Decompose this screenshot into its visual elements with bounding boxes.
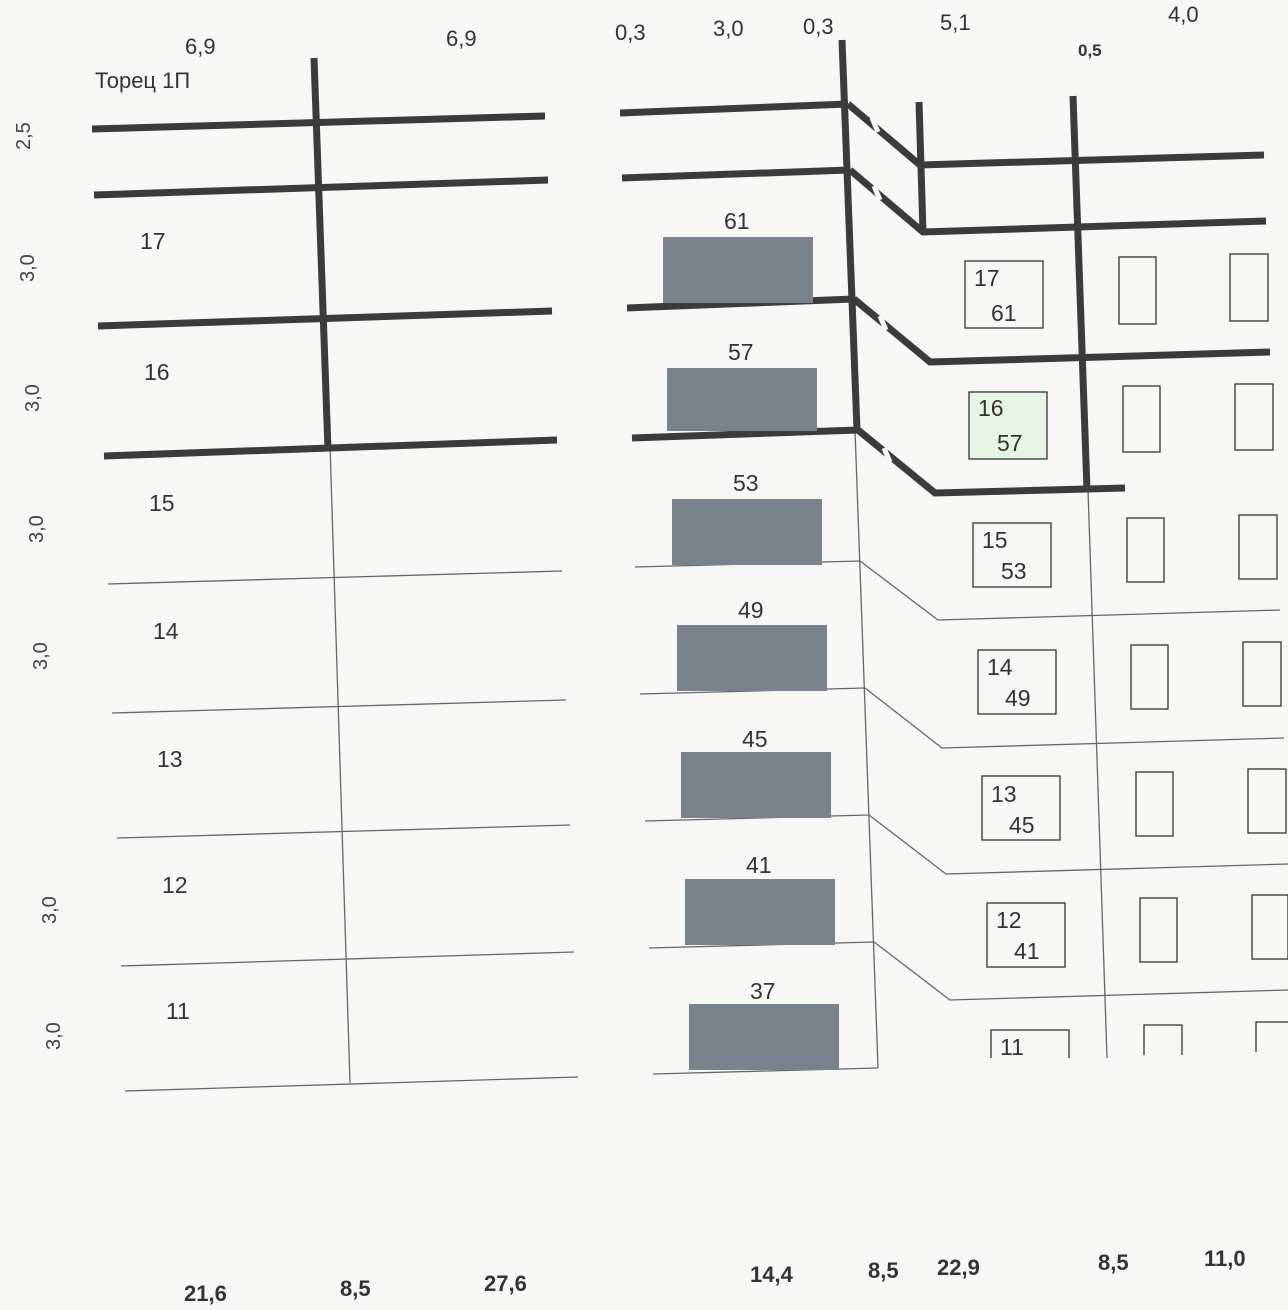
window-flat: 45 [1009,812,1035,838]
bottom-dim: 27,6 [484,1271,527,1296]
floor-number: 11 [166,998,190,1024]
window-box [986,902,1066,968]
floor-height: 3,0 [39,896,61,924]
window-floor: 13 [991,781,1017,807]
floor-number: 14 [153,618,179,644]
flat-number: 45 [742,726,768,752]
floor-number: 12 [162,872,188,898]
flat-block [663,237,813,303]
bottom-dim: 21,6 [184,1281,227,1306]
flat-number: 53 [733,470,759,496]
window-box [990,1029,1070,1058]
flat-block [672,499,822,565]
bottom-dim: 11,0 [1204,1246,1246,1271]
top-dim: 6,9 [446,26,477,51]
small-windows [1118,253,1288,1055]
window-flat: 49 [1005,685,1031,711]
top-dim: 5,1 [940,10,971,35]
drawing-title: Торец 1П [95,68,191,93]
floor-number: 13 [157,746,183,772]
joint-notches [869,117,893,463]
top-dim: 0,3 [615,20,646,45]
floor-height: 3,0 [26,515,48,543]
floor-number: 16 [144,359,170,385]
floor-height: 3,0 [43,1022,65,1050]
flat-number: 57 [728,339,754,365]
window-floor: 17 [974,265,1000,291]
window-box [964,260,1044,329]
window-box [981,775,1061,841]
flat-block [689,1004,839,1070]
bottom-dim: 22,9 [937,1255,980,1280]
thin-floor-lines [107,429,1288,1092]
floor-height: 3,0 [30,642,52,670]
window-flat: 57 [997,430,1023,456]
flat-number: 49 [738,597,764,623]
top-dim: 6,9 [185,34,216,59]
window-box [977,649,1057,715]
window-flat: 41 [1014,938,1040,964]
flat-blocks [663,237,839,1070]
bottom-dim: 14,4 [750,1262,793,1287]
top-dim: 0,5 [1078,41,1102,60]
window-floor: 16 [978,395,1004,421]
window-floor: 14 [987,654,1013,680]
window-flat: 61 [991,300,1017,326]
bottom-dim: 8,5 [1098,1250,1129,1275]
window-box [968,391,1048,460]
flat-number: 41 [746,852,772,878]
window-boxes [964,260,1070,1058]
window-floor: 15 [982,527,1008,553]
flat-block [681,752,831,818]
flat-block [677,625,827,691]
floor-number: 17 [140,228,166,254]
window-floor: 11 [1000,1034,1024,1060]
top-dim: 0,3 [803,14,834,39]
window-floor: 12 [996,907,1022,933]
flat-number: 37 [750,978,776,1004]
floor-height: 2,5 [13,122,35,150]
flat-block [667,368,817,431]
window-flat: 53 [1001,558,1027,584]
bottom-dim: 8,5 [340,1276,371,1301]
flat-block [685,879,835,945]
top-dim: 3,0 [713,16,744,41]
bottom-dim: 8,5 [868,1258,899,1283]
top-dim: 4,0 [1168,2,1199,27]
floor-number: 15 [149,490,175,516]
flat-number: 61 [724,208,750,234]
floor-height: 3,0 [22,384,44,412]
window-box [972,522,1052,588]
floor-height: 3,0 [17,254,39,282]
